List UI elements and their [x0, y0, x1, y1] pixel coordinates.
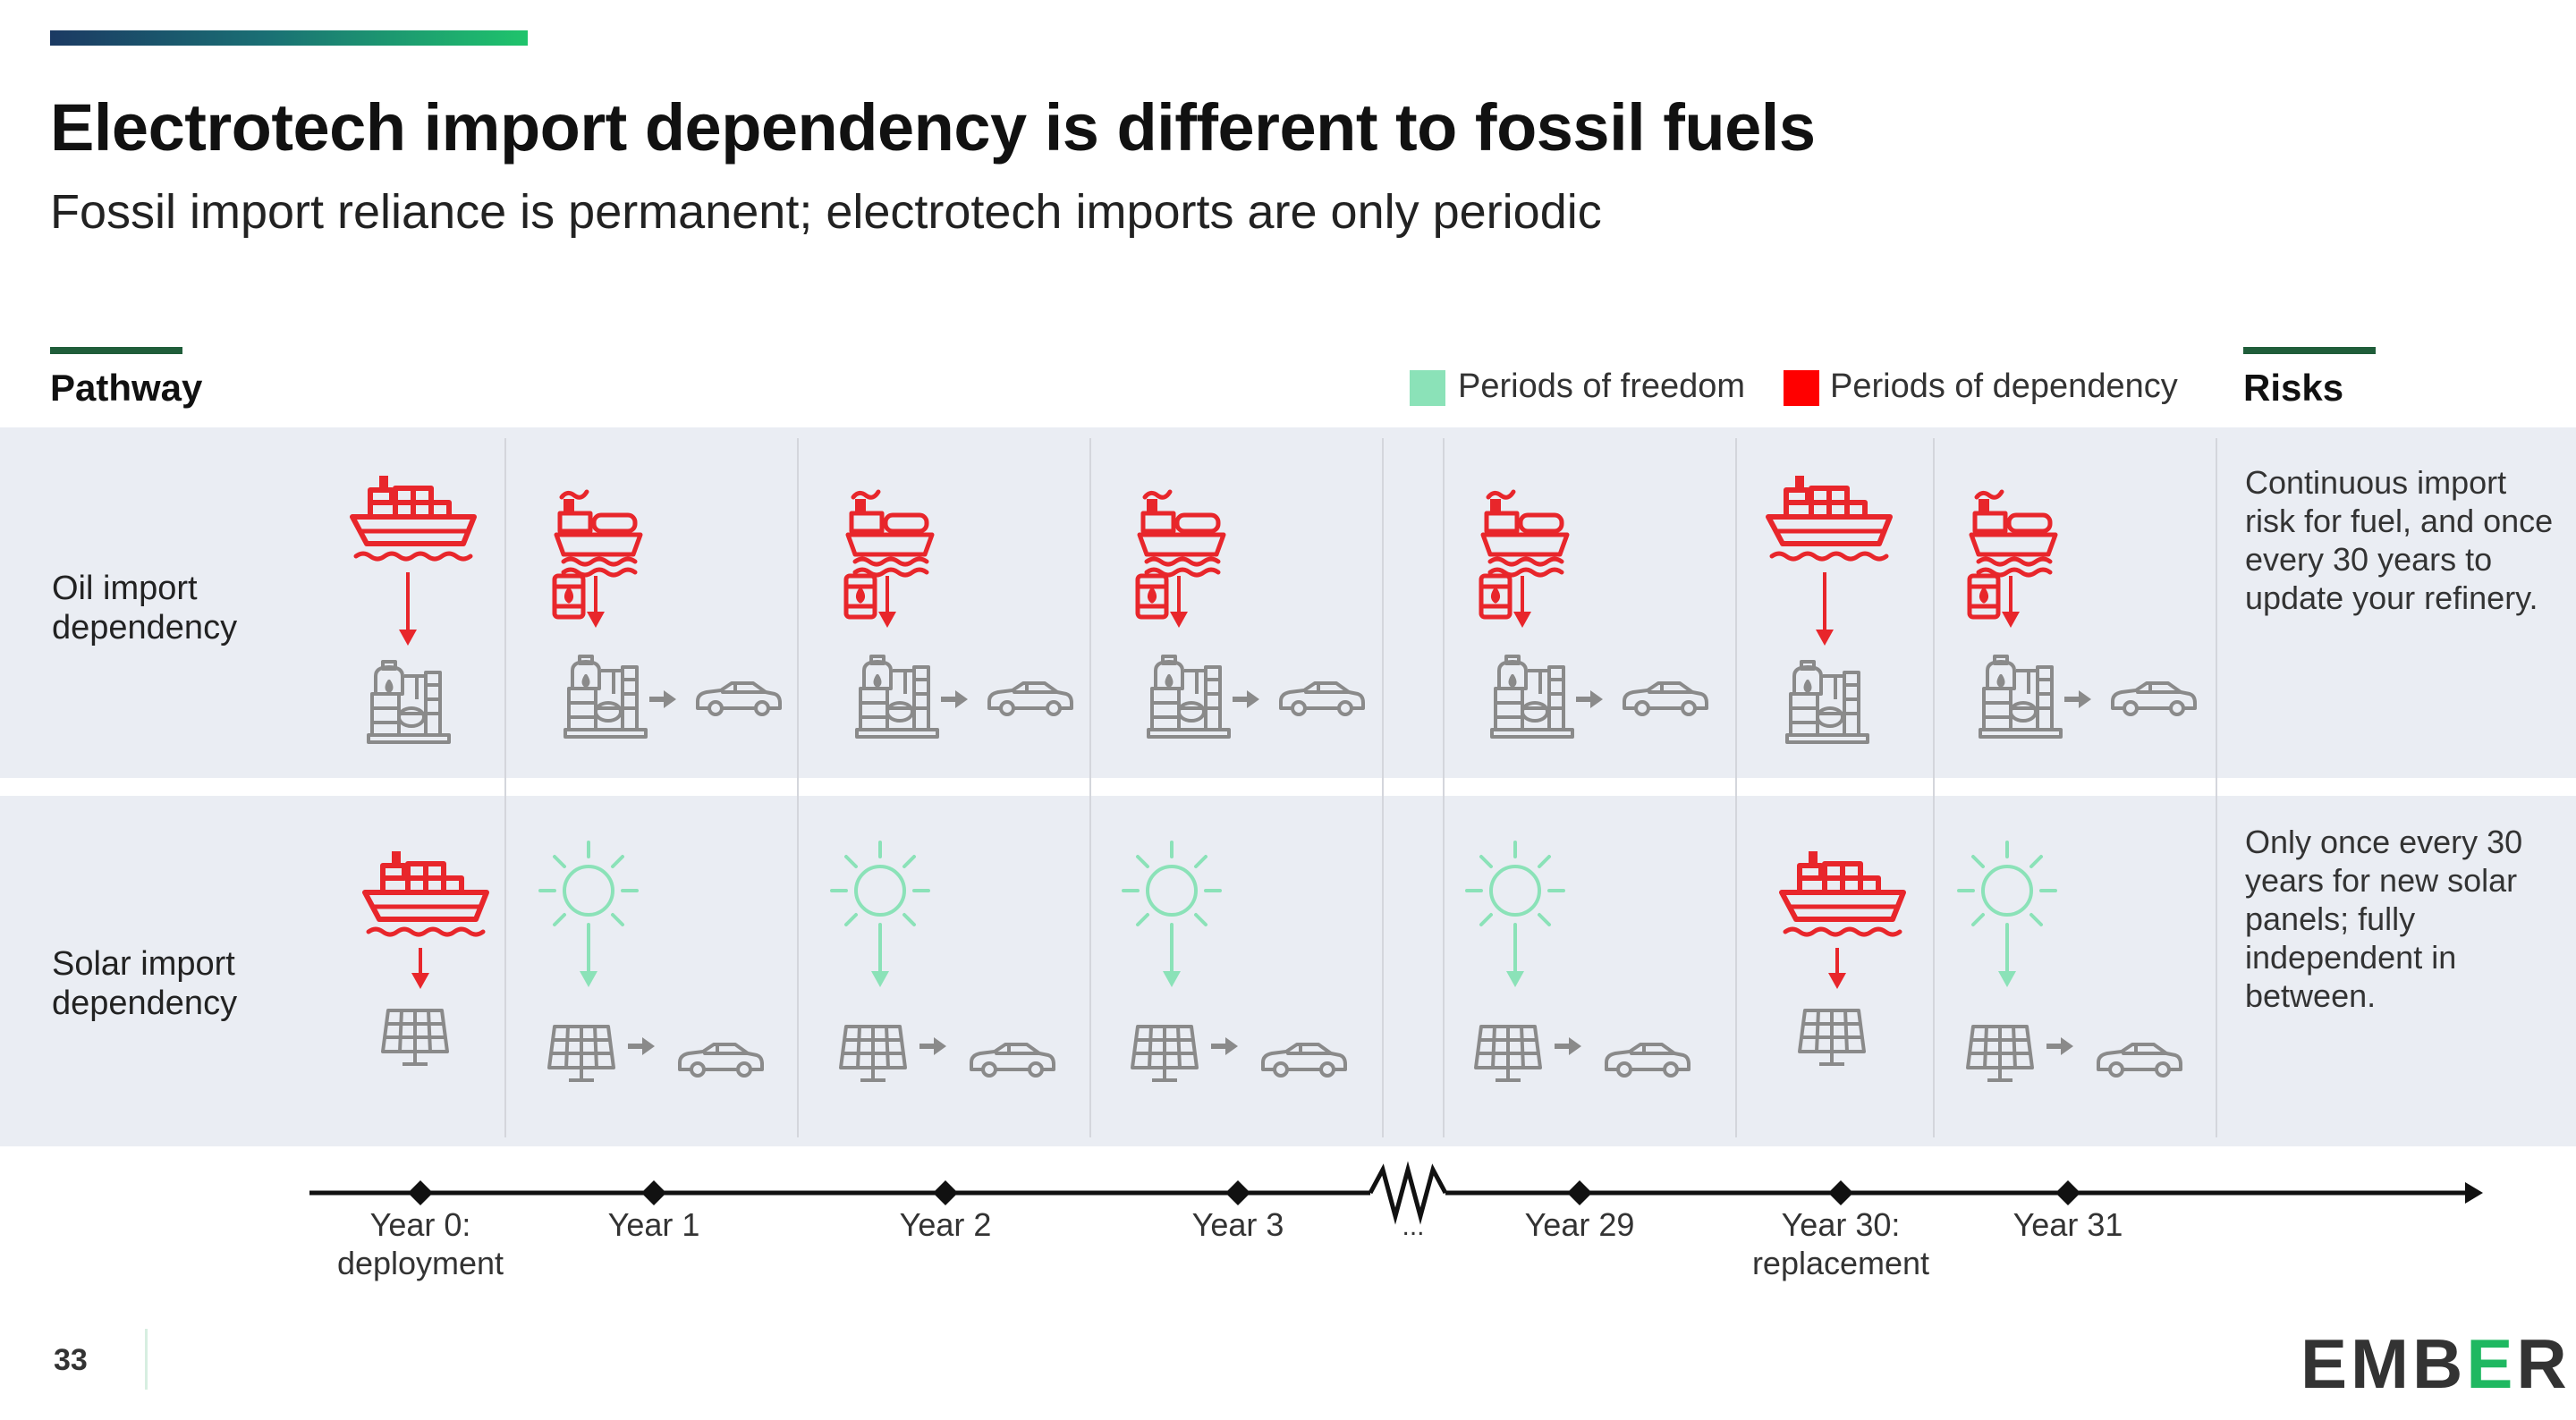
solar-year0-cell — [365, 851, 487, 1066]
risks-heading: Risks — [2243, 367, 2344, 409]
row-label-solar: Solar import dependency — [52, 945, 238, 1022]
ember-logo: EMBER — [2301, 1324, 2571, 1403]
oil-year3-cell — [1138, 492, 1365, 739]
tick-label-year31: Year 31 — [2012, 1206, 2123, 1243]
footer-divider — [145, 1329, 148, 1390]
solar-year3-cell — [1122, 841, 1347, 1082]
tick-label-year3: Year 3 — [1191, 1206, 1284, 1243]
legend-label-freedom: Periods of freedom — [1458, 368, 1746, 405]
timeline-markers — [408, 1180, 2080, 1205]
logo-e-mark: E — [2466, 1324, 2517, 1403]
row-label-oil: Oil import dependency — [52, 570, 238, 647]
tick-label-year29: Year 29 — [1524, 1206, 1635, 1243]
tick-label-year2: Year 2 — [899, 1206, 992, 1243]
page-number: 33 — [54, 1343, 88, 1377]
legend-swatch-dependency — [1784, 370, 1819, 406]
solar-year29-cell — [1465, 841, 1690, 1082]
solar-year30-cell — [1782, 851, 1903, 1066]
tick-label-year0: Year 0: deployment — [336, 1206, 504, 1281]
risks-accent-bar — [2243, 347, 2376, 354]
solar-row-band — [0, 796, 2576, 1146]
oil-year0-cell — [352, 476, 474, 744]
risk-text-oil: Continuous import risk for fuel, and onc… — [2245, 464, 2554, 616]
page-subtitle: Fossil import reliance is permanent; ele… — [50, 185, 1602, 239]
tick-label-year30: Year 30: replacement — [1751, 1206, 1930, 1281]
oil-year1-cell — [555, 492, 782, 739]
oil-year30-cell — [1768, 476, 1890, 744]
top-accent-bar — [50, 30, 528, 46]
solar-year1-cell — [538, 841, 764, 1082]
tick-label-ellipsis: ... — [1402, 1212, 1425, 1241]
legend-label-dependency: Periods of dependency — [1830, 368, 2178, 405]
timeline-arrowhead — [2465, 1182, 2483, 1204]
tick-label-year1: Year 1 — [607, 1206, 700, 1243]
solar-year31-cell — [1957, 841, 2182, 1082]
pathway-accent-bar — [50, 347, 182, 354]
page-title: Electrotech import dependency is differe… — [50, 90, 1816, 165]
risk-text-solar: Only once every 30 years for new solar p… — [2245, 824, 2523, 1014]
pathway-heading: Pathway — [50, 367, 203, 409]
oil-year29-cell — [1481, 492, 1708, 739]
oil-year2-cell — [846, 492, 1073, 739]
legend-swatch-freedom — [1410, 370, 1445, 406]
oil-year31-cell — [1970, 492, 2197, 739]
solar-year2-cell — [830, 841, 1055, 1082]
timeline-axis — [309, 1161, 2465, 1225]
